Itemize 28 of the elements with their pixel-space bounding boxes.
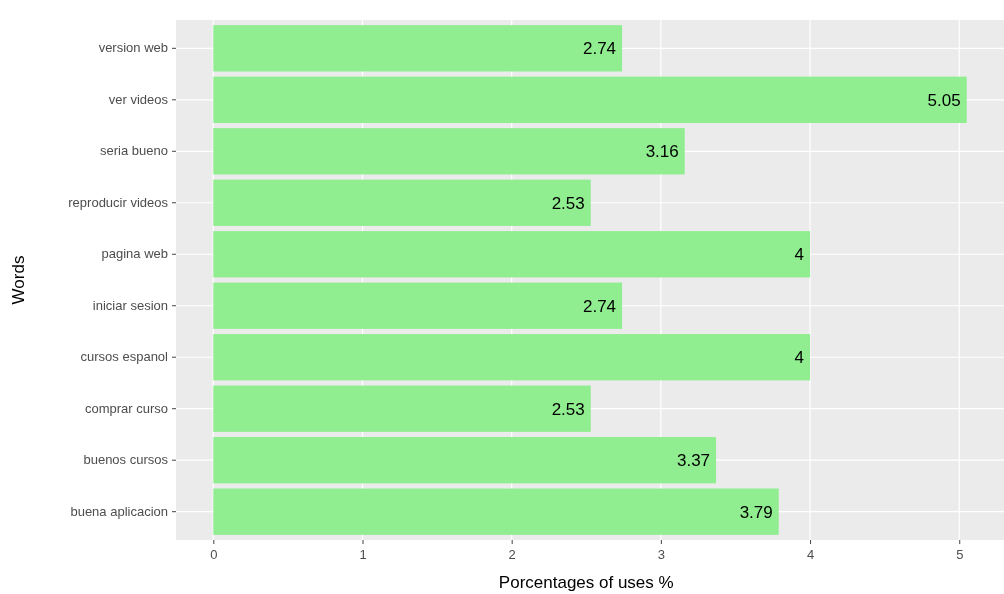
data-label: 2.74 xyxy=(582,39,617,59)
data-label: 2.53 xyxy=(551,399,585,419)
data-label: 5.05 xyxy=(927,90,961,110)
y-tick-label: ver videos xyxy=(108,91,169,107)
x-tick-label: 0 xyxy=(210,547,218,563)
data-label: 2.53 xyxy=(551,193,585,213)
y-tick-label: comprar curso xyxy=(84,400,168,416)
y-axis-title: Words xyxy=(9,255,28,305)
data-label: 2.74 xyxy=(582,296,617,316)
data-label: 3.37 xyxy=(676,451,711,471)
y-tick-label: seria bueno xyxy=(100,143,168,159)
x-axis-title: Porcentages of uses % xyxy=(498,573,674,592)
y-tick-label: pagina web xyxy=(101,246,168,262)
x-tick-label: 3 xyxy=(657,547,665,563)
y-tick-label: version web xyxy=(98,40,168,56)
data-label: 4 xyxy=(794,245,805,265)
x-tick-label: 2 xyxy=(508,547,516,563)
y-tick-label: buena aplicacion xyxy=(70,503,168,519)
data-label: 4 xyxy=(794,348,805,368)
y-tick-label: buenos cursos xyxy=(83,452,169,468)
x-tick-label: 1 xyxy=(359,547,367,563)
x-tick-label: 4 xyxy=(806,547,815,563)
data-label: 3.16 xyxy=(645,142,679,162)
y-tick-label: reproducir videos xyxy=(68,194,169,210)
y-tick-label: cursos espanol xyxy=(80,349,169,365)
y-tick-label: iniciar sesion xyxy=(92,297,168,313)
x-tick-label: 5 xyxy=(956,547,964,563)
data-label: 3.79 xyxy=(739,502,773,522)
